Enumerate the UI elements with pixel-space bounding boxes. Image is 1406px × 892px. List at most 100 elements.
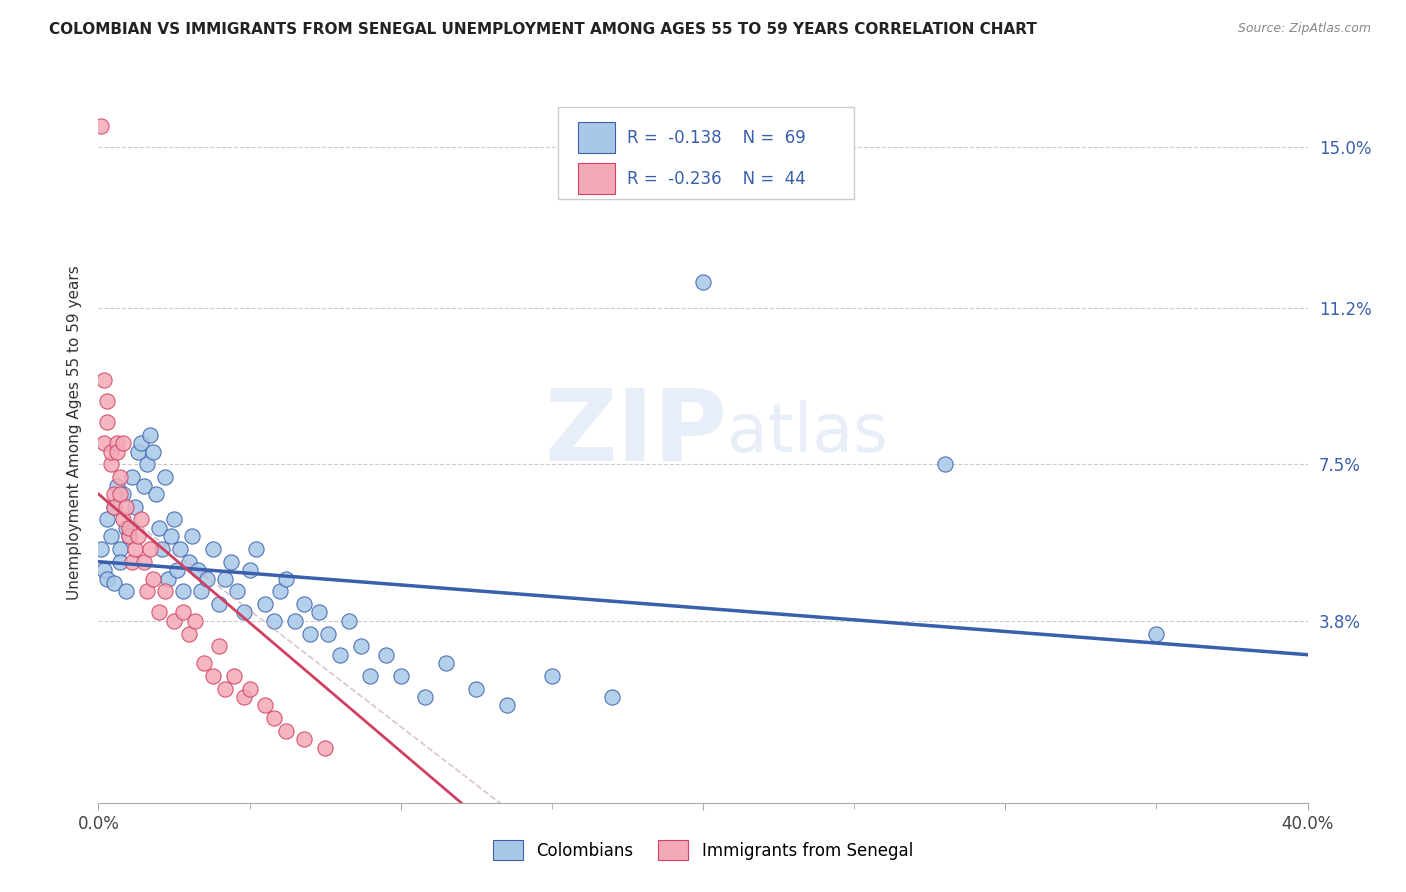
Text: ZIP: ZIP (544, 384, 727, 481)
Point (118, 529, 141, 543)
Point (96, 572, 118, 586)
Point (181, 529, 204, 543)
Point (179, 555, 201, 569)
Point (93, 373, 115, 387)
Point (214, 681, 236, 696)
Point (274, 723, 297, 738)
Point (350, 640, 373, 654)
Point (208, 597, 231, 611)
Point (103, 487, 125, 501)
Point (202, 669, 225, 683)
Point (190, 584, 212, 599)
Point (172, 584, 194, 599)
Point (153, 584, 176, 599)
Point (148, 521, 170, 535)
Text: Source: ZipAtlas.com: Source: ZipAtlas.com (1237, 22, 1371, 36)
Point (129, 512, 152, 526)
Text: R =  -0.236    N =  44: R = -0.236 N = 44 (627, 169, 806, 187)
Point (314, 740, 336, 755)
Point (226, 584, 249, 599)
Point (156, 572, 179, 586)
Point (100, 529, 122, 543)
Point (195, 572, 218, 586)
Point (100, 458, 122, 472)
Point (245, 541, 267, 556)
Point (96, 512, 118, 526)
Point (96, 393, 118, 408)
Point (139, 541, 162, 556)
Point (389, 669, 412, 683)
Point (121, 555, 143, 569)
Point (114, 521, 136, 535)
Point (139, 427, 162, 442)
Point (96, 415, 118, 429)
Point (124, 500, 146, 514)
Point (166, 563, 188, 577)
Point (108, 555, 131, 569)
Point (93, 436, 115, 450)
Point (239, 563, 262, 577)
Point (269, 584, 291, 599)
Point (118, 521, 141, 535)
Point (105, 478, 128, 492)
Point (93, 563, 115, 577)
Legend: Colombians, Immigrants from Senegal: Colombians, Immigrants from Senegal (485, 831, 921, 869)
Point (540, 669, 562, 683)
Point (465, 681, 488, 696)
Point (100, 444, 122, 458)
Point (142, 444, 165, 458)
Y-axis label: Unemployment Among Ages 55 to 59 years: Unemployment Among Ages 55 to 59 years (66, 265, 82, 600)
Point (135, 458, 157, 472)
Point (145, 487, 167, 501)
Point (160, 529, 183, 543)
FancyBboxPatch shape (578, 122, 614, 153)
Point (172, 606, 194, 620)
Point (284, 614, 307, 628)
Point (253, 597, 276, 611)
Point (224, 669, 246, 683)
Point (108, 487, 131, 501)
FancyBboxPatch shape (558, 107, 855, 200)
Text: R =  -0.138    N =  69: R = -0.138 N = 69 (627, 128, 806, 147)
Point (434, 656, 457, 670)
Point (124, 541, 146, 556)
Point (193, 656, 215, 670)
Point (153, 470, 176, 484)
Point (135, 584, 157, 599)
Point (1144, 626, 1167, 640)
Point (495, 698, 517, 713)
Point (121, 470, 143, 484)
Point (111, 487, 134, 501)
Point (148, 606, 170, 620)
Point (127, 444, 149, 458)
Point (374, 648, 396, 662)
Point (337, 614, 360, 628)
Point (308, 606, 330, 620)
Point (108, 541, 131, 556)
Point (208, 640, 231, 654)
Point (179, 626, 201, 640)
Point (292, 732, 315, 747)
Point (114, 584, 136, 599)
Point (103, 575, 125, 590)
Point (692, 276, 714, 290)
FancyBboxPatch shape (578, 163, 614, 194)
Point (263, 711, 285, 725)
Text: COLOMBIAN VS IMMIGRANTS FROM SENEGAL UNEMPLOYMENT AMONG AGES 55 TO 59 YEARS CORR: COLOMBIAN VS IMMIGRANTS FROM SENEGAL UNE… (49, 22, 1038, 37)
Point (221, 555, 243, 569)
Point (163, 614, 186, 628)
Point (292, 597, 315, 611)
Point (263, 614, 285, 628)
Point (202, 541, 225, 556)
Point (274, 572, 297, 586)
Point (253, 698, 276, 713)
Point (329, 648, 352, 662)
Point (299, 626, 322, 640)
Point (132, 478, 155, 492)
Point (111, 436, 134, 450)
Point (187, 563, 209, 577)
Point (934, 458, 956, 472)
Point (360, 669, 382, 683)
Point (118, 529, 141, 543)
Point (150, 541, 173, 556)
